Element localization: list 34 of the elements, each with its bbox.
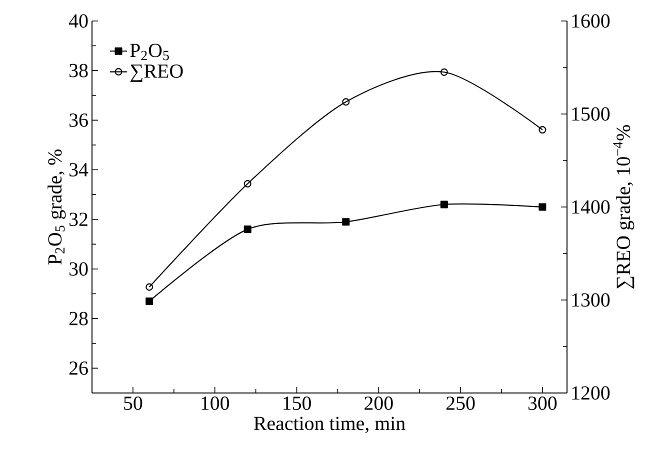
x-tick-label: 300 <box>528 396 557 410</box>
y-tick-label: 38 <box>70 64 88 78</box>
point <box>342 98 350 106</box>
y-tick-label: 28 <box>69 312 88 326</box>
y2-tick-label: 1500 <box>572 107 610 121</box>
x-tick-label: 100 <box>202 396 230 410</box>
x-tick-label: 50 <box>124 396 142 410</box>
y-axis-title: P$_{2}$O$_{5}$ grade, % <box>48 150 66 265</box>
y-tick-label: 32 <box>70 212 88 226</box>
point <box>244 180 252 188</box>
legend-label: ∑REO <box>130 64 183 82</box>
y-tick-label: 26 <box>69 361 88 375</box>
y-tick-label: 36 <box>70 113 88 127</box>
y-tick-label: 30 <box>70 262 88 276</box>
y2-tick-label: 1400 <box>572 200 610 214</box>
y-tick-label: 34 <box>70 163 88 176</box>
y2-tick-label: 1200 <box>572 386 610 400</box>
x-tick-label: 250 <box>446 396 475 410</box>
point <box>538 203 546 211</box>
x-axis-title: Reaction time, min <box>254 416 406 434</box>
point <box>440 68 448 76</box>
x-tick-label: 150 <box>284 396 311 410</box>
point <box>342 218 350 226</box>
legend-label: P$_{2}$O$_{5}$ <box>130 44 169 60</box>
x-tick-label: 200 <box>364 396 393 410</box>
y2-axis-title: ∑REO grade, 10$^{−4}$% <box>613 125 634 289</box>
point <box>244 226 252 234</box>
point <box>146 283 154 291</box>
point <box>440 200 448 208</box>
y2-tick-label: 1600 <box>572 14 610 28</box>
y-tick-label: 40 <box>68 14 88 28</box>
point <box>538 126 546 134</box>
y2-tick-label: 1300 <box>572 293 610 307</box>
point <box>146 297 154 305</box>
